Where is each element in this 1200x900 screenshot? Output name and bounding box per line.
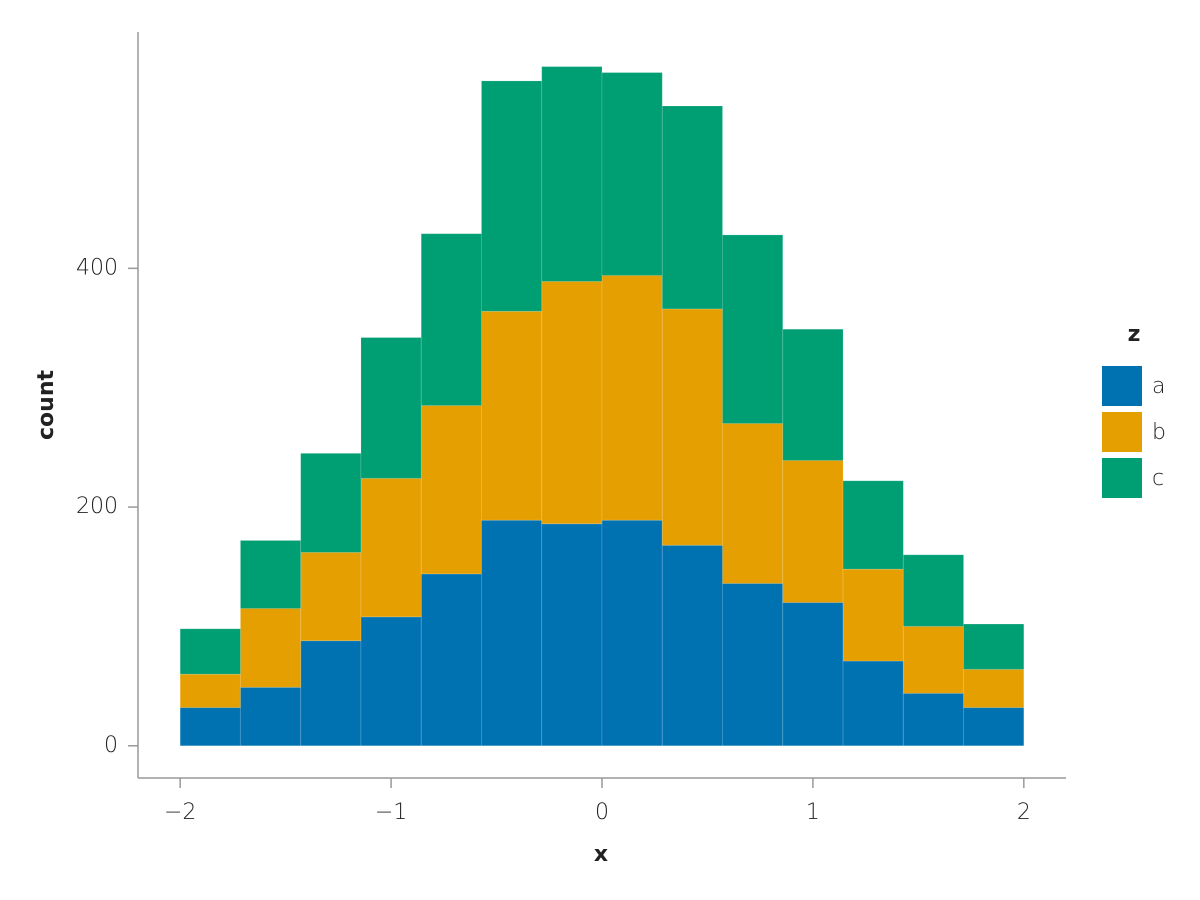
- histogram-bar: [300, 640, 362, 747]
- histogram-bar: [661, 544, 724, 747]
- histogram-bar: [782, 602, 844, 747]
- histogram-bar: [300, 551, 362, 642]
- histogram-bar: [541, 523, 603, 747]
- histogram-bar: [722, 423, 784, 584]
- legend-label: c: [1152, 466, 1164, 491]
- histogram-bar: [661, 105, 724, 310]
- histogram-bar: [842, 568, 904, 662]
- histogram-bar: [239, 539, 302, 610]
- histogram-bar: [480, 519, 543, 747]
- histogram-bar: [541, 280, 603, 525]
- histogram-bar: [179, 673, 241, 709]
- legend-swatch: [1102, 366, 1142, 406]
- histogram-bar: [420, 405, 482, 575]
- histogram-bar: [782, 460, 844, 604]
- x-tick-label: 2: [1017, 800, 1031, 825]
- histogram-bar: [842, 480, 904, 570]
- histogram-bar: [360, 616, 422, 747]
- histogram-bar: [722, 234, 784, 425]
- histogram-bar: [179, 628, 241, 675]
- histogram-bar: [480, 80, 543, 312]
- histogram-bar: [300, 452, 362, 553]
- histogram-bar: [722, 582, 784, 747]
- histogram-bar: [902, 554, 965, 627]
- y-tick-label: 0: [104, 733, 118, 758]
- histogram-bar: [963, 668, 1025, 709]
- x-tick-label: −2: [164, 800, 196, 825]
- legend-swatch: [1102, 412, 1142, 452]
- histogram-bar: [902, 625, 965, 694]
- histogram-bar: [420, 573, 482, 747]
- histogram-bar: [963, 707, 1025, 747]
- histogram-bar: [239, 686, 302, 747]
- histogram-bar: [902, 692, 965, 747]
- x-tick-label: 0: [595, 800, 609, 825]
- histogram-bar: [601, 72, 663, 276]
- histogram-bar: [842, 660, 904, 747]
- histogram-bar: [179, 707, 241, 747]
- legend-title: z: [1128, 322, 1141, 347]
- histogram-bar: [480, 310, 543, 521]
- histogram-bar: [360, 337, 422, 479]
- x-tick-label: −1: [375, 800, 407, 825]
- y-axis-label: count: [34, 370, 59, 440]
- histogram-bar: [782, 328, 844, 462]
- y-tick-label: 400: [76, 255, 118, 280]
- histogram-bar: [360, 477, 422, 618]
- histogram-bar: [239, 608, 302, 688]
- x-tick-label: 1: [806, 800, 820, 825]
- y-tick-label: 200: [76, 494, 118, 519]
- histogram-bar: [541, 66, 603, 282]
- histogram-bar: [420, 233, 482, 407]
- legend-label: b: [1152, 420, 1166, 445]
- histogram-bar: [661, 308, 724, 546]
- histogram-bar: [601, 519, 663, 747]
- legend-swatch: [1102, 458, 1142, 498]
- histogram-bar: [601, 274, 663, 521]
- legend-label: a: [1152, 374, 1165, 399]
- x-axis-label: x: [594, 842, 608, 867]
- histogram-bar: [963, 623, 1025, 670]
